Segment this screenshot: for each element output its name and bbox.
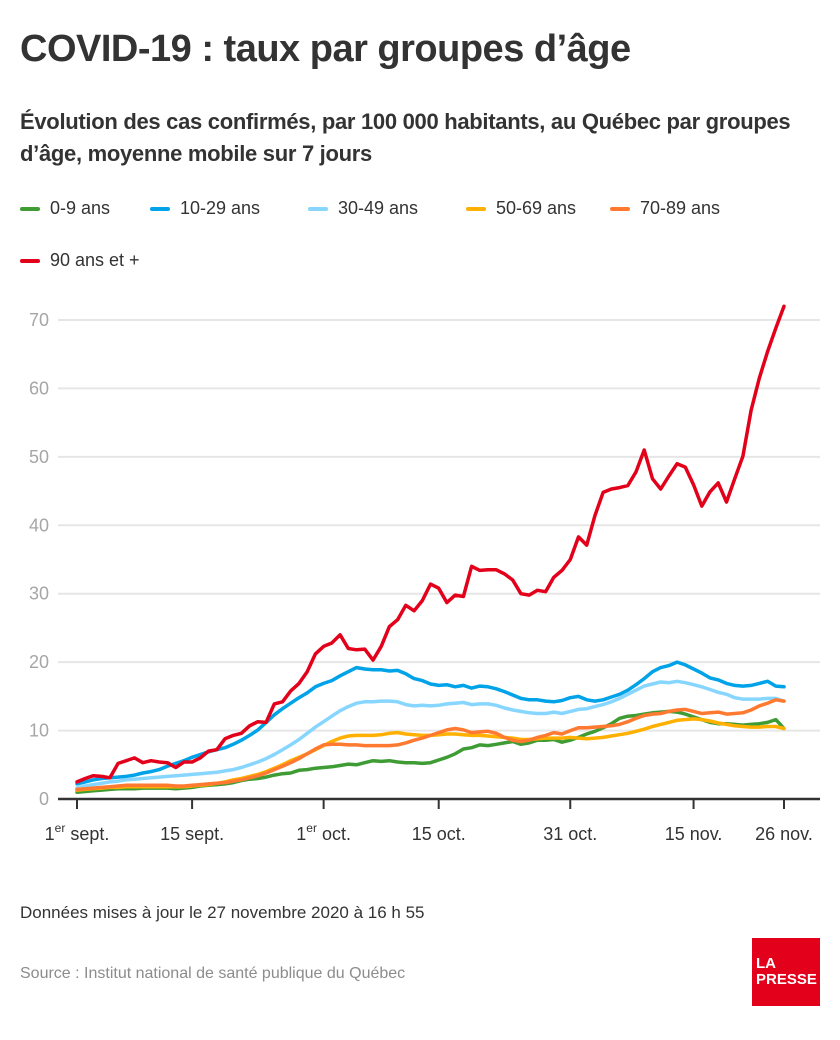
legend-swatch [150,206,170,211]
y-tick-label: 60 [29,378,49,398]
legend-swatch [610,206,630,211]
legend-label: 30-49 ans [338,198,419,218]
legend-item: 90 ans et + [20,250,140,271]
legend-label: 90 ans et + [50,250,140,270]
legend-item: 70-89 ans [610,198,720,219]
logo-line-2: PRESSE [756,971,817,988]
series-line-10-29-ans [75,660,786,786]
x-axis: 1er sept. 15 sept. 1er oct. 15 oct. 31 oct. 1… [45,797,820,844]
legend-label: 10-29 ans [180,198,261,218]
series-line-0-9-ans [75,709,786,794]
update-timestamp: Données mises à jour le 27 novembre 2020… [20,903,425,922]
legend-label: 0-9 ans [50,198,111,218]
x-tick-label: 1er oct. [296,821,351,844]
legend-item: 50-69 ans [466,198,576,219]
legend-item: 30-49 ans [308,198,418,219]
x-tick-label: 15 sept. [160,824,224,844]
legend-label: 50-69 ans [496,198,577,218]
y-axis-ticks: 0 10 20 30 40 50 60 70 [29,310,49,809]
x-tick-label: 26 nov. [755,824,813,844]
y-tick-label: 0 [39,789,49,809]
la-presse-logo: LA PRESSE [752,938,820,1006]
legend-swatch [20,206,40,211]
y-tick-label: 40 [29,515,49,535]
y-tick-label: 10 [29,721,49,741]
legend-item: 10-29 ans [150,198,260,219]
legend-swatch [20,258,40,263]
grid-lines [58,319,820,732]
x-tick-label: 15 nov. [665,824,723,844]
y-tick-label: 20 [29,652,49,672]
series-line-30-49-ans [75,679,786,790]
source-note: Source : Institut national de santé publ… [20,965,406,982]
logo-line-1: LA [756,955,776,972]
series-lines [75,304,786,794]
legend-label: 70-89 ans [640,198,721,218]
legend-swatch [308,206,328,211]
x-tick-label: 31 oct. [543,824,597,844]
x-tick-label: 1er sept. [45,821,110,844]
series-line-70-89-ans [75,698,786,792]
y-tick-label: 70 [29,310,49,330]
chart-title: COVID-19 : taux par groupes d’âge [20,28,631,70]
y-tick-label: 30 [29,584,49,604]
legend-item: 0-9 ans [20,198,110,219]
x-tick-label: 15 oct. [412,824,466,844]
chart-subtitle: Évolution des cas confirmés, par 100 000… [20,109,791,166]
legend-swatch [466,206,486,211]
y-tick-label: 50 [29,447,49,467]
series-line-90-ans-et- [75,304,786,784]
line-chart: 0 10 20 30 40 50 60 70 1er sept. 15 sept. 1er oct… [29,304,820,844]
